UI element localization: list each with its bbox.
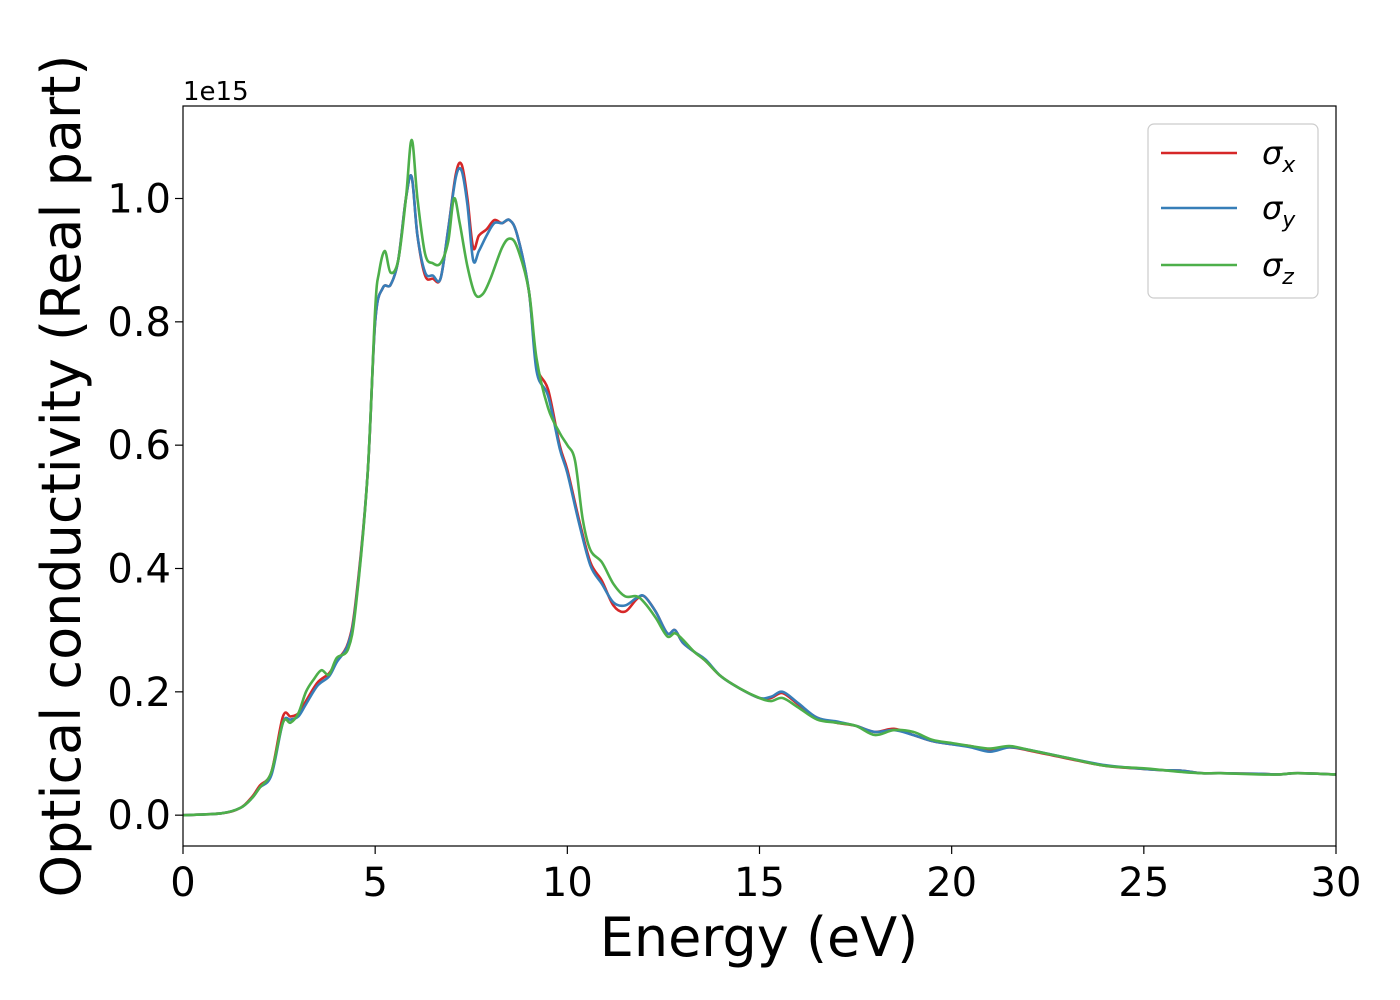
y-offset-text: 1e15 [183, 77, 249, 107]
x-tick-label: 30 [1311, 860, 1362, 906]
x-tick-label: 20 [926, 860, 977, 906]
legend-label-y: σy [1262, 189, 1296, 233]
y-axis-label: Optical conductivity (Real part) [30, 55, 93, 898]
y-tick-label: 1.0 [107, 177, 171, 223]
series-line-z [183, 138, 1336, 817]
x-tick-label: 25 [1118, 860, 1169, 906]
series-layer [183, 138, 1336, 817]
y-tick-label: 0.2 [107, 670, 171, 716]
x-axis-label: Energy (eV) [600, 906, 919, 969]
x-axis-ticks: 0 5 10 15 20 25 30 [170, 846, 1361, 906]
y-tick-label: 0.8 [107, 300, 171, 346]
y-tick-label: 0.0 [107, 793, 171, 839]
legend-label-z: σz [1262, 246, 1294, 290]
x-tick-label: 0 [170, 860, 195, 906]
x-tick-label: 10 [542, 860, 593, 906]
x-tick-label: 5 [362, 860, 387, 906]
legend-label-x: σx [1262, 134, 1296, 178]
y-tick-label: 0.4 [107, 547, 171, 593]
y-tick-label: 0.6 [107, 423, 171, 469]
legend-box [1147, 123, 1319, 299]
x-tick-label: 15 [734, 860, 785, 906]
legend: σx σy σz [1147, 123, 1319, 299]
y-axis-ticks: 0.0 0.2 0.4 0.6 0.8 1.0 [107, 177, 183, 839]
